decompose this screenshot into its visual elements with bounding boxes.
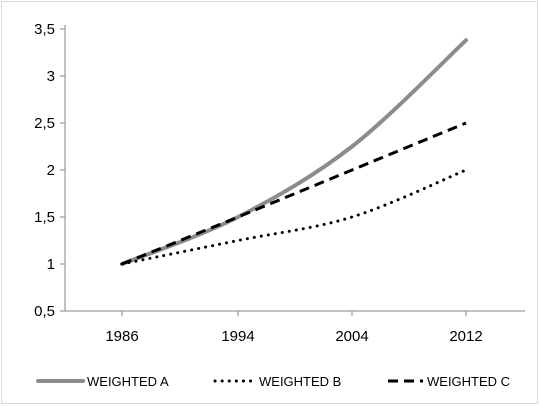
x-tick-label: 1986 <box>105 328 138 345</box>
axes <box>64 25 525 312</box>
series-lines <box>120 38 468 266</box>
series-line-weighted-a <box>120 38 468 266</box>
y-tick-label: 3 <box>47 68 55 85</box>
legend: WEIGHTED A WEIGHTED B WEIGHTED C <box>36 374 510 389</box>
legend-label: WEIGHTED C <box>427 374 510 389</box>
y-tick-label: 1 <box>47 256 55 273</box>
y-tick-label: 1,5 <box>34 209 55 226</box>
series-line-weighted-c <box>121 121 467 266</box>
legend-label: WEIGHTED B <box>259 374 341 389</box>
x-tick-label: 2012 <box>449 328 482 345</box>
y-tick-label: 2,5 <box>34 115 55 132</box>
y-tick-labels: 0,5 1 1,5 2 2,5 3 3,5 <box>34 21 65 320</box>
y-tick-label: 0,5 <box>34 303 55 320</box>
x-tick-labels: 1986 1994 2004 2012 <box>105 311 483 345</box>
y-tick-label: 2 <box>47 162 55 179</box>
x-tick-label: 1994 <box>221 328 254 345</box>
x-tick-label: 2004 <box>335 328 368 345</box>
legend-label: WEIGHTED A <box>87 374 169 389</box>
y-tick-label: 3,5 <box>34 21 55 38</box>
